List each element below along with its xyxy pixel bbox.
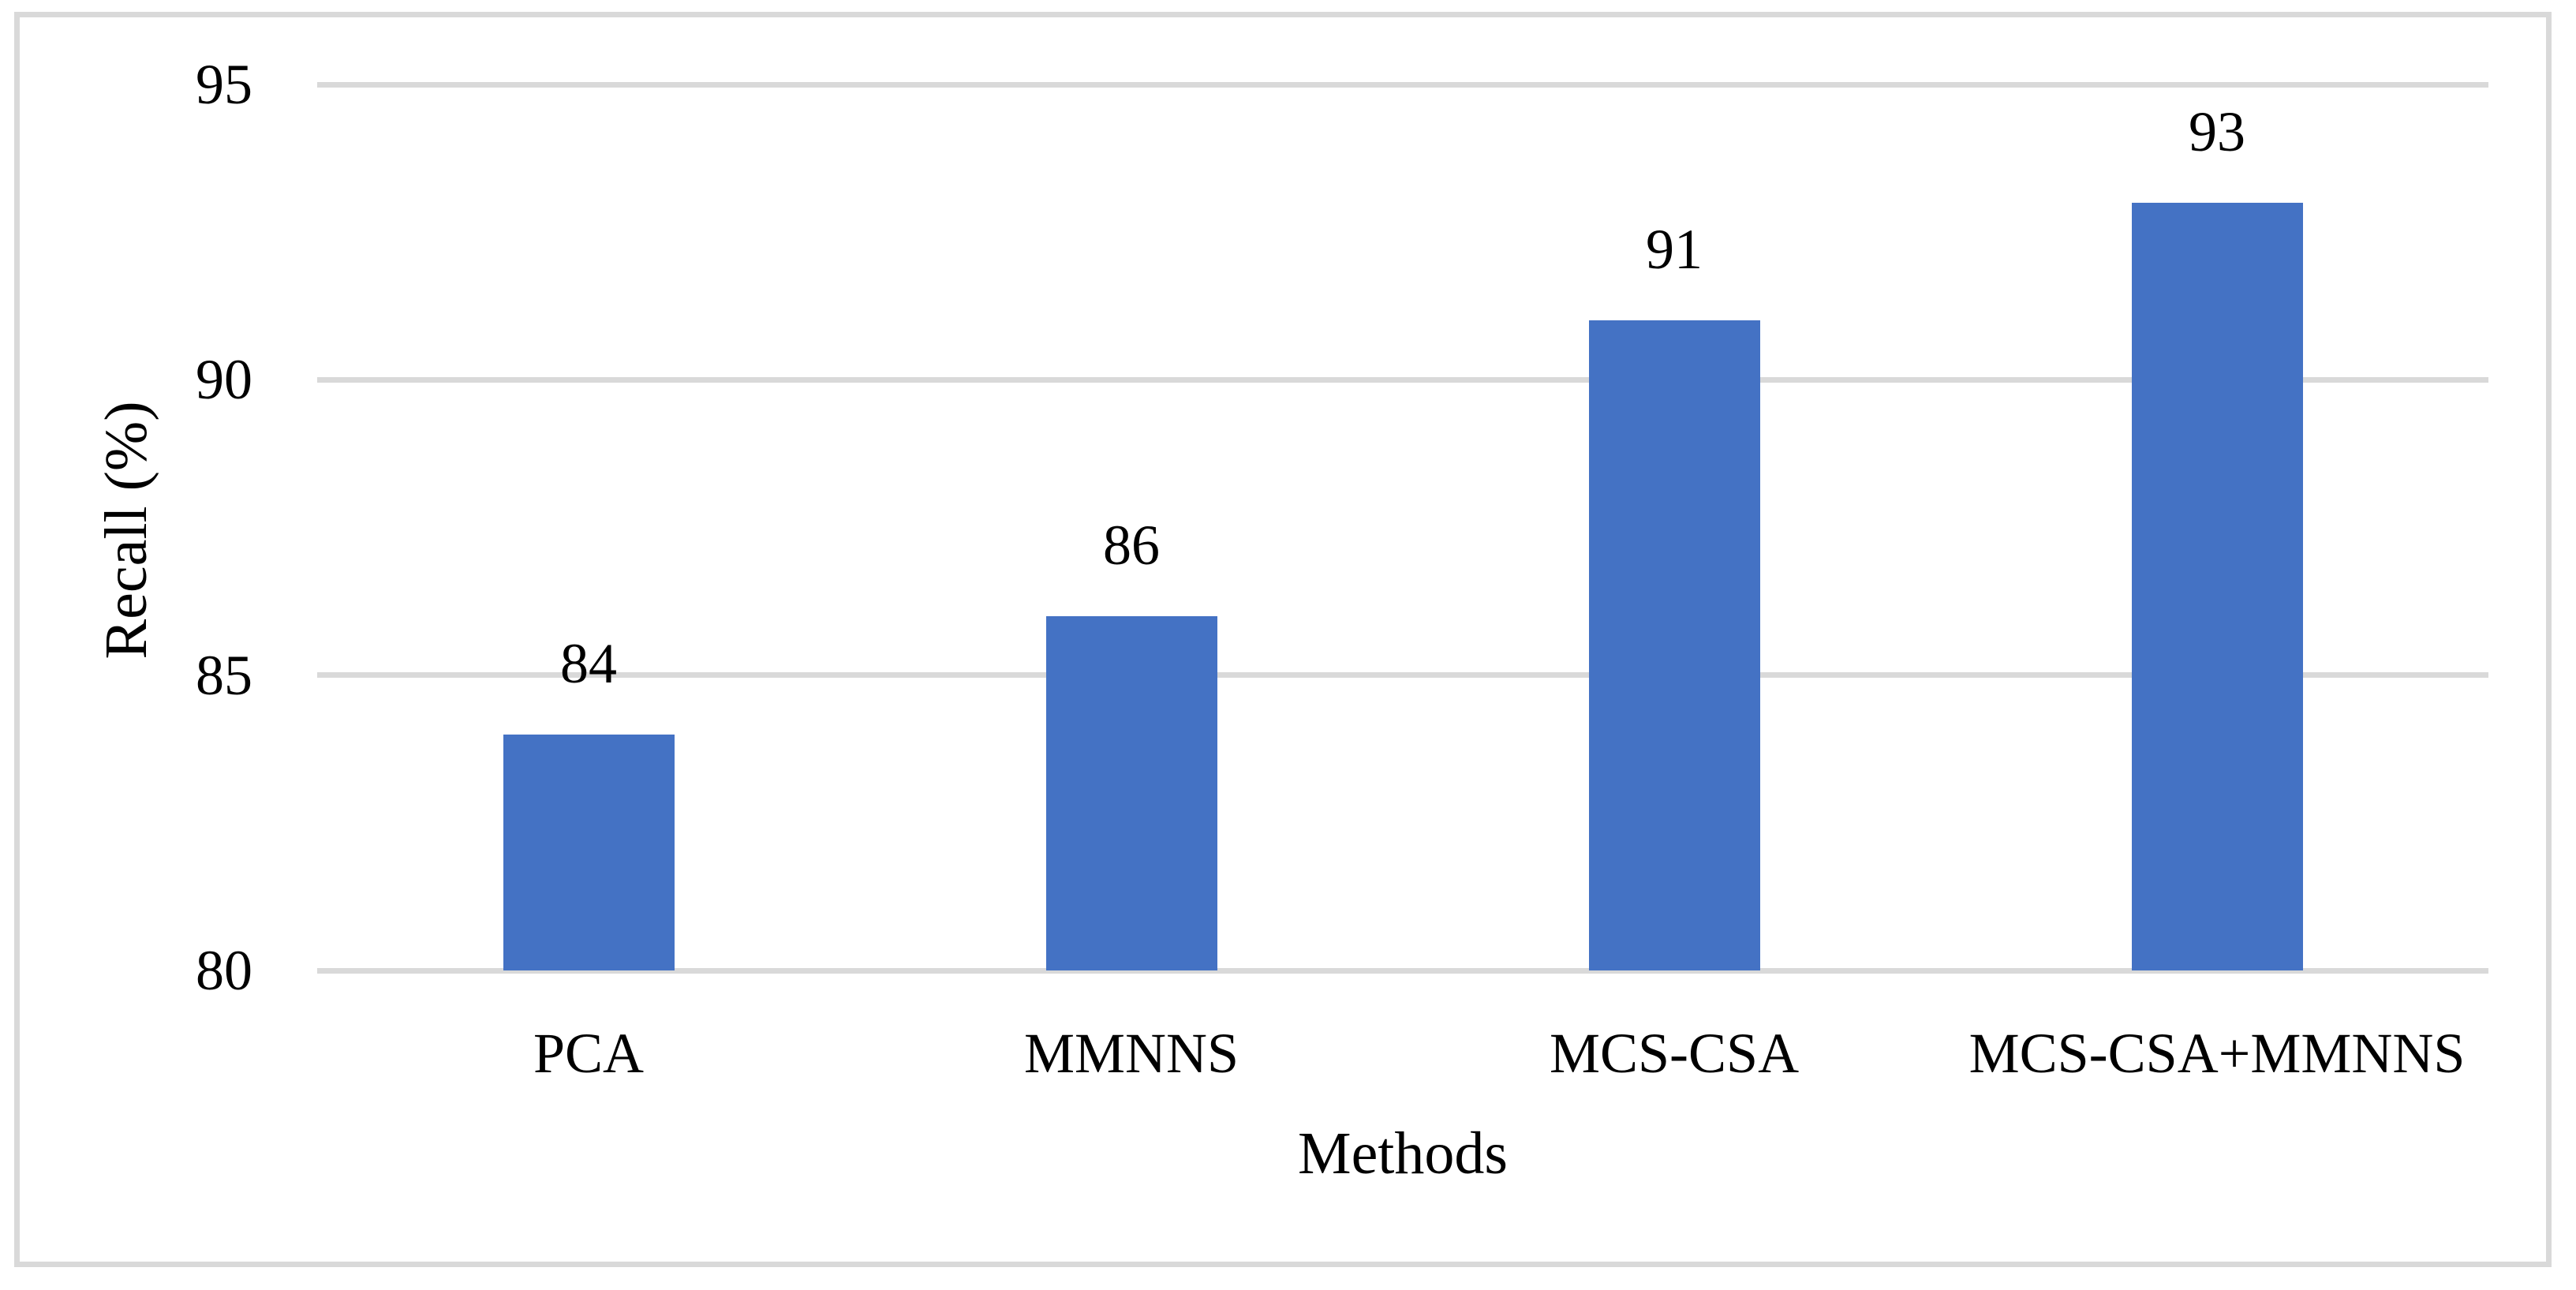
bar-MCS-CSA: [1588, 320, 1760, 970]
y-tick-label-90: 90: [196, 348, 252, 412]
gridline-y-95: [317, 81, 2488, 88]
gridline-y-80: [317, 967, 2488, 974]
y-tick-label-85: 85: [196, 643, 252, 707]
y-tick-label-80: 80: [196, 939, 252, 1002]
y-axis-title: Recall (%): [93, 401, 159, 660]
bar-value-label-MCS-CSA: 91: [1646, 218, 1703, 282]
bar-value-label-PCA: 84: [560, 631, 617, 695]
bar-MMNNS: [1045, 615, 1217, 970]
category-label-MCS-CSA: MCS-CSA: [1549, 1022, 1800, 1085]
category-label-MCS-CSA+MMNNS: MCS-CSA+MMNNS: [1968, 1022, 2466, 1085]
figure-border: [14, 12, 2552, 1267]
category-label-MMNNS: MMNNS: [1023, 1022, 1239, 1085]
category-label-PCA: PCA: [533, 1022, 645, 1085]
bar-value-label-MCS-CSA+MMNNS: 93: [2189, 99, 2245, 163]
gridline-y-90: [317, 376, 2488, 383]
y-tick-label-95: 95: [196, 53, 252, 116]
x-axis-title: Methods: [1298, 1120, 1508, 1187]
gridline-y-85: [317, 672, 2488, 679]
bar-PCA: [503, 734, 675, 970]
bar-MCS-CSA+MMNNS: [2131, 202, 2303, 970]
bar-value-label-MMNNS: 86: [1103, 513, 1160, 577]
